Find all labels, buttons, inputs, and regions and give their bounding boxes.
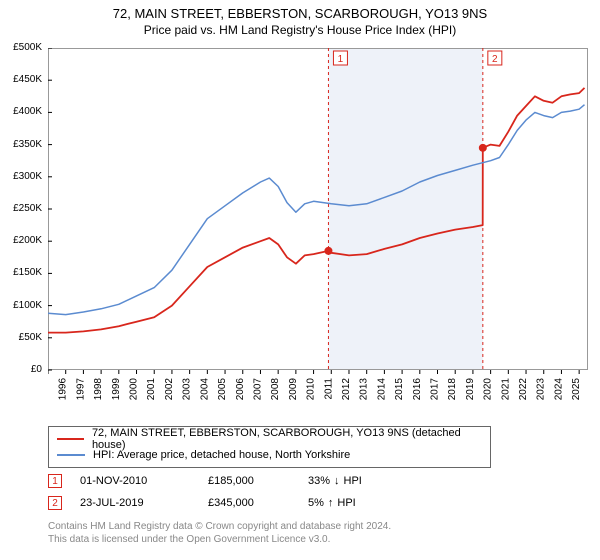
table-row: 2 23-JUL-2019 £345,000 5% ↑ HPI: [48, 492, 408, 514]
y-axis-label: £500K: [0, 42, 42, 53]
svg-text:2008: 2008: [270, 378, 281, 401]
y-axis-label: £50K: [0, 332, 42, 343]
transactions-table: 1 01-NOV-2010 £185,000 33% ↓ HPI 2 23-JU…: [48, 470, 408, 514]
transaction-date: 01-NOV-2010: [80, 475, 208, 487]
transaction-price: £345,000: [208, 497, 308, 509]
arrow-down-icon: ↓: [334, 475, 340, 487]
y-axis-label: £400K: [0, 106, 42, 117]
svg-text:2005: 2005: [217, 378, 228, 401]
svg-text:2009: 2009: [288, 378, 299, 401]
svg-text:1998: 1998: [93, 378, 104, 401]
svg-text:2018: 2018: [447, 378, 458, 401]
svg-text:2025: 2025: [571, 378, 582, 401]
svg-text:2004: 2004: [199, 378, 210, 401]
svg-text:2012: 2012: [341, 378, 352, 401]
svg-text:1997: 1997: [75, 378, 86, 401]
y-axis-label: £200K: [0, 235, 42, 246]
y-axis-label: £150K: [0, 267, 42, 278]
chart-svg: 1995 1996 1997 1998 1999 2000 2001 2002 2003 2004…: [48, 48, 588, 402]
svg-text:2022: 2022: [518, 378, 529, 401]
table-row: 1 01-NOV-2010 £185,000 33% ↓ HPI: [48, 470, 408, 492]
transaction-date: 23-JUL-2019: [80, 497, 208, 509]
diff-label: HPI: [337, 497, 355, 509]
y-axis-label: £350K: [0, 139, 42, 150]
svg-text:2007: 2007: [252, 378, 263, 401]
legend-label: HPI: Average price, detached house, Nort…: [93, 449, 350, 461]
y-axis-label: £100K: [0, 300, 42, 311]
svg-text:2020: 2020: [483, 378, 494, 401]
svg-text:1996: 1996: [58, 378, 69, 401]
svg-text:2010: 2010: [306, 378, 317, 401]
svg-text:2001: 2001: [146, 378, 157, 401]
transaction-diff: 5% ↑ HPI: [308, 497, 408, 509]
y-axis-label: £0: [0, 364, 42, 375]
svg-text:2: 2: [492, 54, 498, 65]
attribution-line: This data is licensed under the Open Gov…: [48, 533, 391, 546]
svg-text:2024: 2024: [553, 378, 564, 401]
svg-text:2006: 2006: [235, 378, 246, 401]
diff-pct: 33%: [308, 475, 330, 487]
attribution-line: Contains HM Land Registry data © Crown c…: [48, 520, 391, 533]
svg-text:2013: 2013: [359, 378, 370, 401]
chart-area: 1995 1996 1997 1998 1999 2000 2001 2002 2003 2004…: [48, 48, 588, 402]
chart-container: 72, MAIN STREET, EBBERSTON, SCARBOROUGH,…: [0, 0, 600, 560]
svg-text:2002: 2002: [164, 378, 175, 401]
legend: 72, MAIN STREET, EBBERSTON, SCARBOROUGH,…: [48, 426, 491, 468]
arrow-up-icon: ↑: [328, 497, 334, 509]
svg-text:1: 1: [338, 54, 344, 65]
svg-text:2019: 2019: [465, 378, 476, 401]
diff-pct: 5%: [308, 497, 324, 509]
transaction-price: £185,000: [208, 475, 308, 487]
attribution: Contains HM Land Registry data © Crown c…: [48, 520, 391, 546]
svg-text:2021: 2021: [500, 378, 511, 401]
legend-swatch: [57, 438, 84, 440]
svg-text:1999: 1999: [111, 378, 122, 401]
transaction-marker-icon: 1: [48, 474, 62, 488]
transaction-diff: 33% ↓ HPI: [308, 475, 408, 487]
legend-swatch: [57, 454, 85, 456]
transaction-marker-icon: 2: [48, 496, 62, 510]
svg-text:2011: 2011: [323, 378, 334, 400]
legend-label: 72, MAIN STREET, EBBERSTON, SCARBOROUGH,…: [92, 427, 482, 451]
y-axis-label: £300K: [0, 171, 42, 182]
svg-text:2014: 2014: [376, 378, 387, 401]
y-axis-label: £250K: [0, 203, 42, 214]
svg-text:2016: 2016: [412, 378, 423, 401]
y-axis-label: £450K: [0, 74, 42, 85]
svg-text:2000: 2000: [129, 378, 140, 401]
chart-subtitle: Price paid vs. HM Land Registry's House …: [0, 23, 600, 37]
svg-text:2023: 2023: [536, 378, 547, 401]
chart-title: 72, MAIN STREET, EBBERSTON, SCARBOROUGH,…: [0, 6, 600, 21]
svg-text:2015: 2015: [394, 378, 405, 401]
diff-label: HPI: [344, 475, 362, 487]
svg-text:2003: 2003: [182, 378, 193, 401]
svg-text:2017: 2017: [430, 378, 441, 401]
legend-item: 72, MAIN STREET, EBBERSTON, SCARBOROUGH,…: [57, 431, 482, 447]
title-block: 72, MAIN STREET, EBBERSTON, SCARBOROUGH,…: [0, 0, 600, 37]
svg-text:1995: 1995: [48, 378, 51, 401]
